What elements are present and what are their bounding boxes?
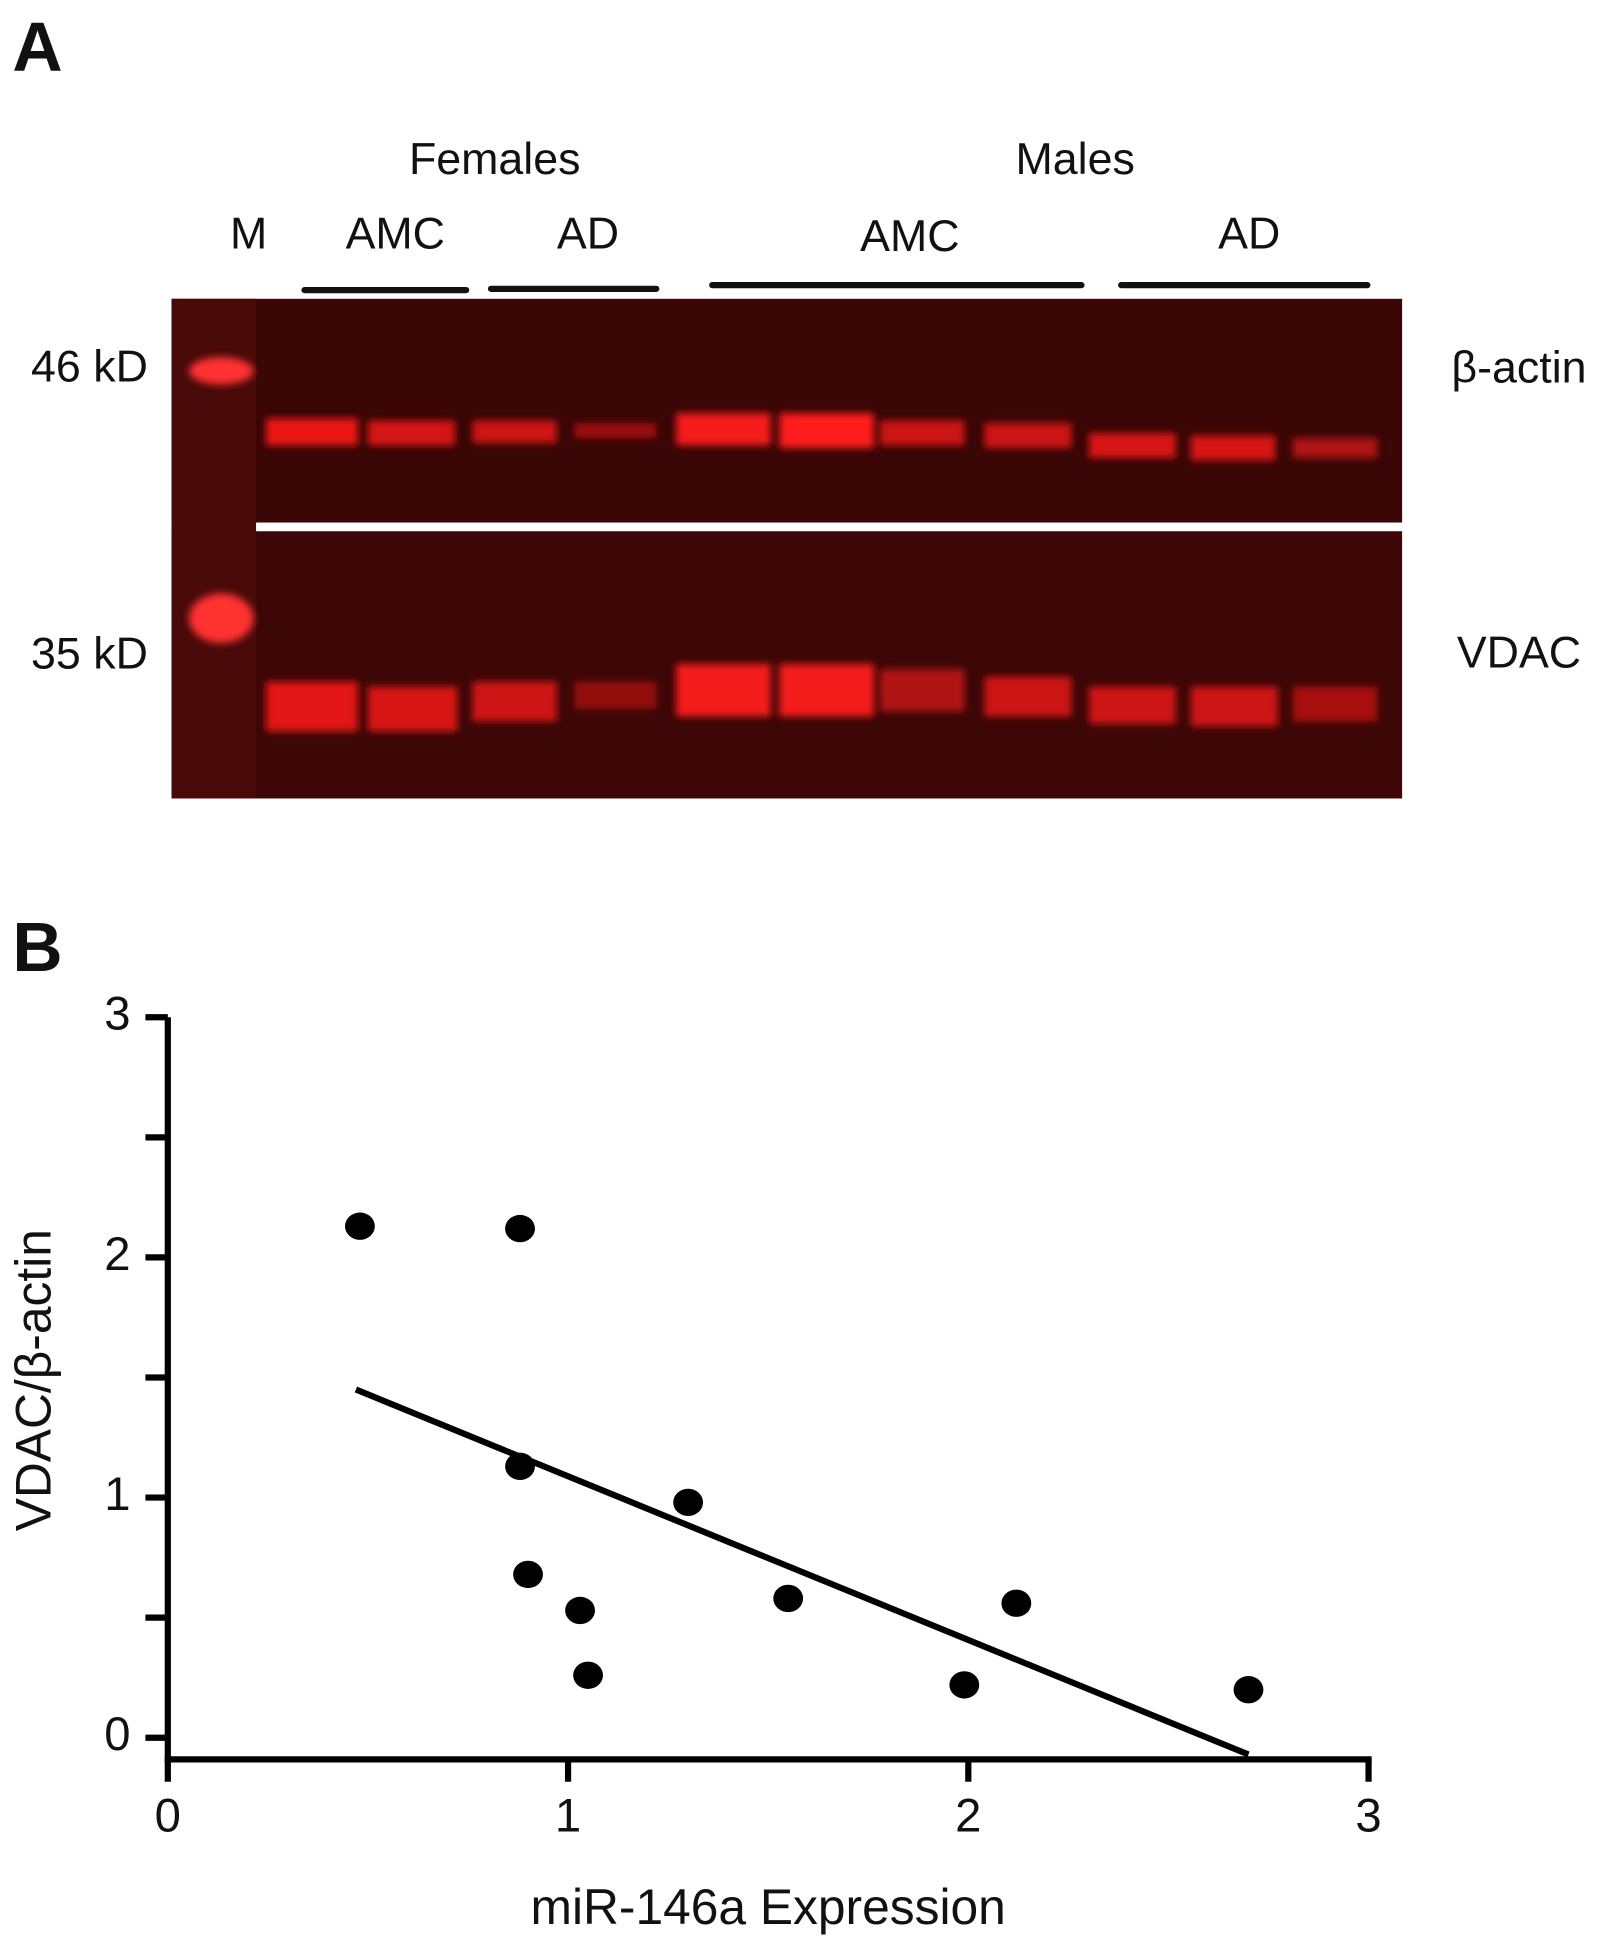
point [673,1488,704,1517]
panel-b: B miR-146a Expression VDAC/β-actin 0 1 2 3 0… [5,908,1381,1935]
marker-label: 35 kD [31,629,148,679]
panel-label: A [12,8,62,86]
lane-label: AD [557,208,619,258]
lane-label: M [230,208,267,258]
y-tick-label: 1 [104,1468,130,1521]
x-tick-label: 2 [955,1789,981,1842]
protein-label: β-actin [1451,343,1586,393]
x-tick-label: 0 [155,1789,181,1842]
x-axis-title: miR-146a Expression [531,1879,1006,1935]
y-axis-title: VDAC/β-actin [5,1229,61,1531]
y-tick-label: 3 [104,988,130,1041]
marker-label: 46 kD [31,341,148,391]
point [505,1214,535,1243]
group-label: Females [409,134,581,184]
protein-label: VDAC [1457,627,1581,677]
x-tick-label: 3 [1355,1789,1381,1842]
panel-label: B [12,908,62,986]
bands [188,357,1378,732]
point [565,1596,595,1625]
point [345,1212,375,1240]
x-tick-label: 1 [555,1789,581,1842]
point [1233,1676,1264,1704]
y-tick-label: 2 [104,1228,130,1281]
blot-actin [171,298,1403,523]
y-tick-label: 0 [104,1708,130,1761]
point [513,1560,543,1589]
panel-a: A Females Males M AMC AD AMC AD [12,8,1587,799]
lane-label: AMC [346,208,445,258]
fit-line [354,1386,1250,1758]
point [949,1671,980,1699]
point [573,1661,603,1689]
point [1001,1589,1032,1617]
point [773,1584,804,1613]
lane-label: AD [1218,208,1280,258]
lane-label: AMC [860,211,959,261]
group-label: Males [1016,134,1135,184]
group-underlines [301,282,1371,294]
